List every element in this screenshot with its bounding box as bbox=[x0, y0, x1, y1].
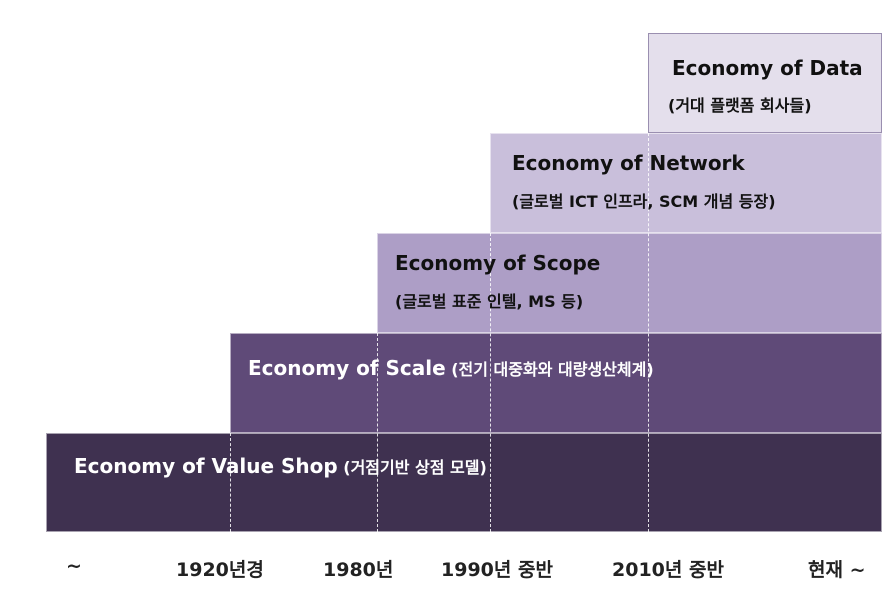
stage-band-scale bbox=[230, 333, 882, 433]
stage-title-data: Economy of Data bbox=[672, 56, 863, 80]
stage-title-network-wrap: Economy of Network bbox=[512, 151, 745, 175]
stage-desc-scale: (전기 대중화와 대량생산체계) bbox=[451, 360, 654, 379]
stage-title-network: Economy of Network bbox=[512, 151, 745, 175]
stage-title-value-shop: Economy of Value Shop bbox=[74, 454, 338, 478]
stage-title-scope-wrap: Economy of Scope bbox=[395, 251, 600, 275]
stage-desc-network-wrap: (글로벌 ICT 인프라, SCM 개념 등장) bbox=[512, 188, 776, 212]
era-divider-1980 bbox=[377, 333, 378, 532]
stage-band-data bbox=[648, 33, 882, 133]
timeline-tick-1920: 1920년경 bbox=[176, 559, 264, 581]
stage-band-network bbox=[490, 133, 882, 233]
stage-title-scale: Economy of Scale bbox=[248, 356, 446, 380]
timeline-tick-1980: 1980년 bbox=[323, 559, 394, 581]
stage-band-value-shop bbox=[46, 433, 882, 532]
era-divider-1990 bbox=[490, 233, 491, 532]
timeline-tick-start: ~ bbox=[66, 555, 82, 577]
timeline-tick-present: 현재 ~ bbox=[808, 559, 866, 581]
stage-title-scope: Economy of Scope bbox=[395, 251, 601, 275]
timeline-tick-1990: 1990년 중반 bbox=[441, 559, 553, 581]
era-divider-1920 bbox=[230, 433, 231, 532]
stage-band-scope bbox=[377, 233, 882, 333]
stage-desc-data: (거대 플랫폼 회사들) bbox=[668, 96, 812, 115]
stage-desc-value-shop: (거점기반 상점 모델) bbox=[343, 458, 487, 477]
era-divider-2010 bbox=[648, 133, 649, 532]
stage-desc-data-wrap: (거대 플랫폼 회사들) bbox=[668, 92, 812, 116]
stage-label-value-shop: Economy of Value Shop (거점기반 상점 모델) bbox=[74, 454, 487, 478]
stage-desc-network: (글로벌 ICT 인프라, SCM 개념 등장) bbox=[512, 192, 776, 211]
stage-label-scale: Economy of Scale (전기 대중화와 대량생산체계) bbox=[248, 356, 654, 380]
stage-desc-scope-wrap: (글로벌 표준 인텔, MS 등) bbox=[395, 288, 583, 312]
stage-desc-scope: (글로벌 표준 인텔, MS 등) bbox=[395, 292, 584, 311]
timeline-tick-2010: 2010년 중반 bbox=[612, 559, 724, 581]
stage-title-data-wrap: Economy of Data bbox=[672, 56, 863, 80]
